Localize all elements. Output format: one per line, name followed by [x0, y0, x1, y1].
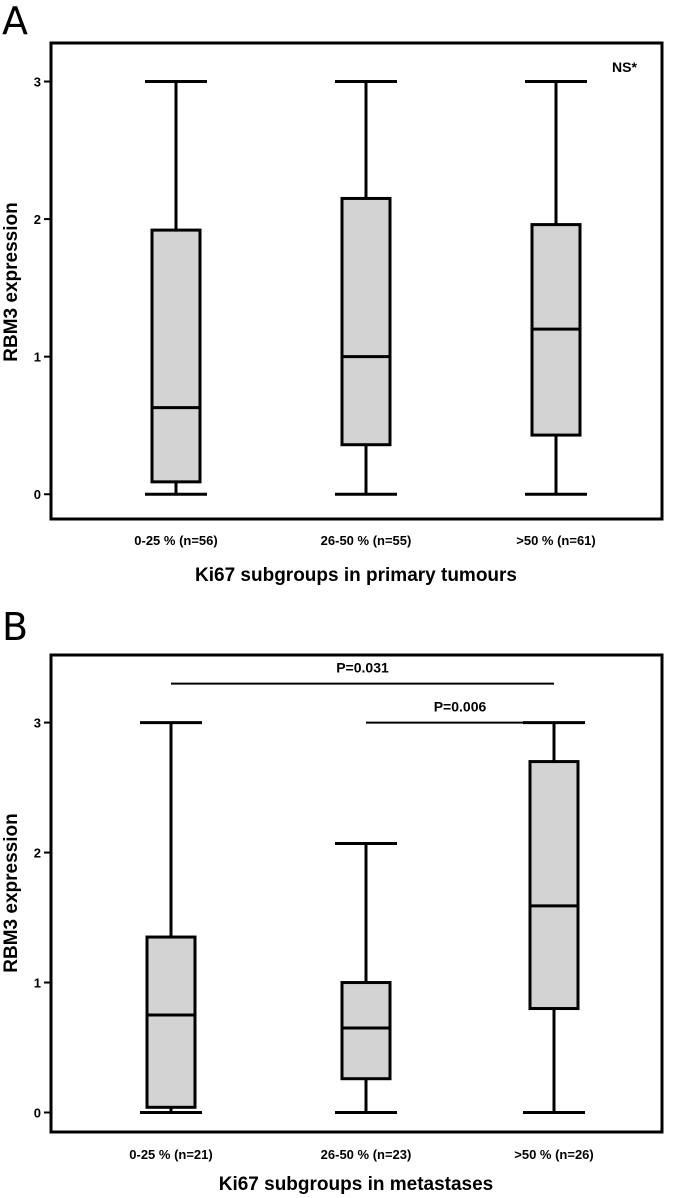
category-label: 0-25 % (n=56) — [134, 533, 217, 548]
category-label: 0-25 % (n=21) — [129, 1147, 212, 1162]
x-axis-label-a: Ki67 subgroups in primary tumours — [195, 565, 517, 586]
plot-frame-b — [49, 653, 664, 1134]
y-tick-label: 0 — [34, 487, 41, 502]
category-label: >50 % (n=61) — [516, 533, 596, 548]
p-value-label: P=0.006 — [434, 699, 487, 715]
category-label: >50 % (n=26) — [514, 1147, 594, 1162]
category-labels-a: 0-25 % (n=56) 26-50 % (n=55) >50 % (n=61) — [134, 533, 595, 548]
y-tick-label: 3 — [34, 716, 41, 731]
category-label: 26-50 % (n=23) — [321, 1147, 412, 1162]
box-plot — [140, 721, 202, 1115]
category-labels-b: 0-25 % (n=21) 26-50 % (n=23) >50 % (n=26) — [129, 1147, 593, 1162]
y-axis-label-b: RBM3 expression — [1, 813, 22, 972]
plot-frame-a — [49, 41, 664, 521]
annotation-ns: NS* — [612, 59, 637, 75]
iqr-box — [528, 760, 580, 1011]
y-tick-label: 1 — [34, 976, 41, 991]
boxes-b — [140, 721, 585, 1115]
category-label: 26-50 % (n=55) — [321, 533, 412, 548]
iqr-box — [150, 228, 202, 484]
iqr-box — [340, 981, 392, 1081]
iqr-box — [145, 935, 197, 1109]
box-plot — [145, 80, 207, 496]
y-tick-label: 0 — [34, 1106, 41, 1121]
panel-letter-a: A — [2, 0, 28, 43]
x-axis-label-b: Ki67 subgroups in metastases — [219, 1174, 494, 1195]
y-tick-label: 2 — [34, 212, 41, 227]
box-plot — [525, 80, 587, 496]
y-axis-b: 0 1 2 3 — [34, 716, 51, 1121]
y-axis-a: 0 1 2 3 — [34, 75, 51, 502]
panel-b: B 0 1 2 3 P=0.031 P=0.006 0-25 % (n=21) 26-50… — [1, 605, 664, 1195]
significance-b: P=0.031 P=0.006 — [171, 660, 554, 724]
y-tick-label: 3 — [34, 75, 41, 90]
panel-letter-b: B — [2, 605, 28, 649]
p-value-label: P=0.031 — [336, 660, 389, 676]
panel-a: A 0 1 2 3 0-25 % (n=56) 26-50 % (n=55) >50 % … — [1, 0, 664, 586]
boxes-a — [145, 80, 587, 496]
y-axis-label-a: RBM3 expression — [1, 202, 22, 361]
y-tick-label: 2 — [34, 846, 41, 861]
iqr-box — [340, 196, 392, 447]
y-tick-label: 1 — [34, 350, 41, 365]
box-plot — [335, 841, 397, 1115]
box-plot — [523, 721, 585, 1115]
box-plot — [335, 80, 397, 496]
